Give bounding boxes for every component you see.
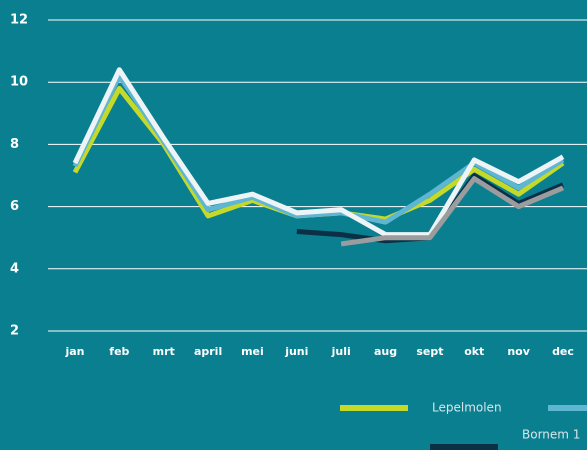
y-tick-label: 12 bbox=[10, 13, 28, 28]
x-tick-label: juli bbox=[331, 345, 351, 358]
legend-label: Lepelmolen bbox=[432, 401, 502, 415]
line-series bbox=[72, 67, 565, 238]
legend-label: Bornem 1 bbox=[522, 428, 580, 442]
x-tick-label: dec bbox=[552, 345, 574, 358]
line-series bbox=[72, 73, 565, 225]
x-tick-label: feb bbox=[109, 345, 129, 358]
line-series bbox=[340, 176, 564, 247]
y-tick-label: 10 bbox=[10, 75, 28, 90]
x-tick-label: juni bbox=[284, 345, 308, 358]
x-tick-label: okt bbox=[464, 345, 484, 358]
x-tick-label: april bbox=[194, 345, 222, 358]
line-series bbox=[72, 85, 565, 222]
y-tick-label: 4 bbox=[10, 261, 19, 276]
y-tick-label: 6 bbox=[10, 199, 19, 214]
y-tick-label: 8 bbox=[10, 137, 19, 152]
y-tick-label: 2 bbox=[10, 324, 19, 339]
x-tick-label: mrt bbox=[153, 345, 175, 358]
x-tick-label: mei bbox=[241, 345, 264, 358]
x-tick-label: sept bbox=[416, 345, 443, 358]
x-tick-label: aug bbox=[374, 345, 397, 358]
x-tick-label: nov bbox=[507, 345, 530, 358]
x-tick-label: jan bbox=[64, 345, 84, 358]
